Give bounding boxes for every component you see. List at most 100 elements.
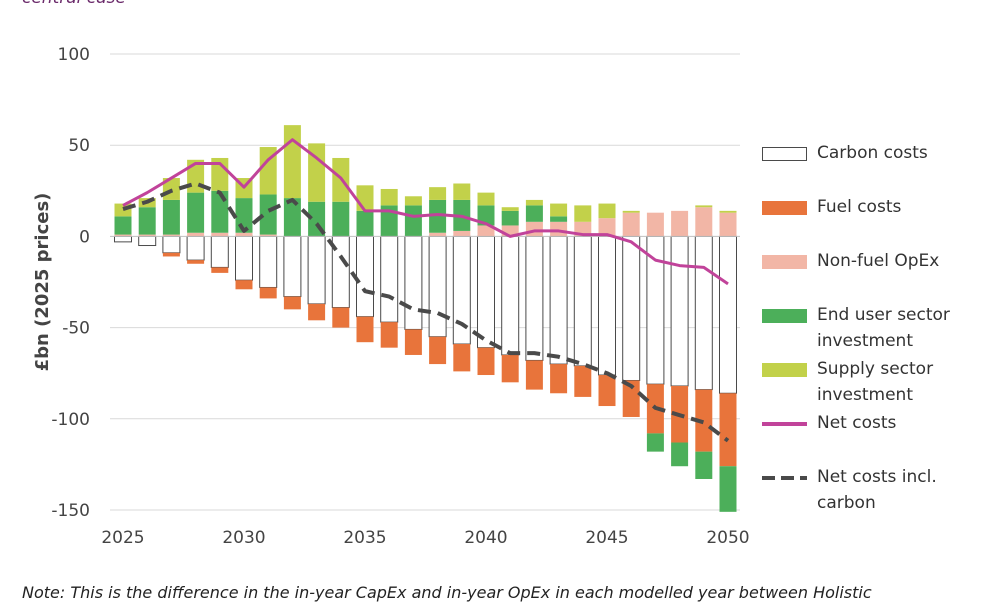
x-tick-label: 2050 — [706, 528, 749, 548]
bar-non-fuel-opex-2045 — [598, 218, 616, 237]
bar-fuel-costs-2029 — [211, 267, 229, 273]
bar-non-fuel-opex-2040 — [477, 225, 495, 237]
legend-label: Non-fuel OpEx — [817, 251, 940, 271]
bar-carbon-costs-2035 — [356, 235, 374, 318]
bar-carbon-costs-2031 — [259, 235, 278, 288]
legend-label: End user sector investment — [817, 305, 950, 351]
bar-non-fuel-opex-2028 — [187, 232, 205, 237]
bars — [110, 125, 740, 512]
gridlines — [110, 53, 740, 511]
y-tick-label: -50 — [62, 319, 90, 339]
legend-swatch-netcarbon — [762, 476, 807, 480]
bar-fuel-costs-2034 — [332, 307, 350, 328]
bar-carbon-costs-2033 — [307, 235, 326, 305]
bar-end-user-sector-investment-2038 — [429, 199, 447, 233]
line-net-costs-incl-carbon — [122, 181, 730, 443]
bar-carbon-costs-2039 — [452, 235, 471, 345]
legend-swatch-nonfuel — [762, 255, 807, 269]
bar-fuel-costs-2038 — [429, 336, 447, 365]
x-tick-label: 2045 — [585, 528, 628, 548]
bar-carbon-costs-2037 — [404, 235, 423, 330]
bar-carbon-costs-2042 — [525, 235, 544, 361]
bar-fuel-costs-2031 — [259, 287, 277, 299]
bar-non-fuel-opex-2029 — [211, 232, 229, 237]
legend-label: Supply sector investment — [817, 359, 934, 405]
legend-item-end-user-investment: End user sector investment — [762, 302, 987, 354]
bar-end-user-sector-investment-2042 — [525, 205, 543, 222]
bar-fuel-costs-2028 — [187, 260, 205, 264]
legend-swatch-supply — [762, 363, 807, 377]
bar-end-user-sector-investment-2031 — [259, 194, 277, 235]
bar-carbon-costs-2032 — [283, 235, 302, 298]
legend-label: Net costs — [817, 413, 897, 433]
bar-carbon-costs-2030 — [235, 235, 253, 281]
bar-supply-sector-investment-2038 — [429, 187, 447, 200]
bar-fuel-costs-2041 — [501, 354, 519, 383]
y-tick-label: -100 — [51, 410, 90, 430]
bar-carbon-costs-2038 — [428, 235, 447, 338]
bar-fuel-costs-2037 — [404, 329, 422, 355]
bar-end-user-sector-investment-2025 — [114, 216, 132, 235]
x-tick-label: 2035 — [343, 528, 386, 548]
legend-swatch-carbon — [762, 147, 807, 161]
bar-non-fuel-opex-2050 — [719, 212, 737, 237]
bar-carbon-costs-2045 — [598, 235, 616, 376]
bar-non-fuel-opex-2042 — [525, 221, 543, 237]
bar-supply-sector-investment-2033 — [308, 143, 326, 202]
legend-swatch-fuel — [762, 201, 807, 215]
bar-fuel-costs-2050 — [719, 393, 737, 467]
bar-supply-sector-investment-2032 — [283, 125, 301, 199]
bar-non-fuel-opex-2046 — [622, 212, 640, 237]
bar-non-fuel-opex-2043 — [550, 221, 568, 237]
bar-non-fuel-opex-2048 — [671, 210, 689, 237]
bar-non-fuel-opex-2039 — [453, 230, 471, 237]
bar-carbon-costs-2028 — [186, 235, 205, 261]
bar-supply-sector-investment-2031 — [259, 147, 277, 195]
x-tick-label: 2040 — [464, 528, 507, 548]
bar-carbon-costs-2029 — [210, 235, 229, 268]
y-tick-label: 50 — [68, 136, 90, 156]
bar-carbon-costs-2046 — [622, 235, 641, 381]
bar-end-user-sector-investment-2026 — [138, 207, 156, 235]
bar-end-user-sector-investment-2029 — [211, 190, 229, 233]
bar-non-fuel-opex-2038 — [429, 232, 447, 237]
bar-end-user-sector-investment-2050 — [719, 466, 737, 512]
bar-end-user-sector-investment-2028 — [187, 192, 205, 233]
bar-fuel-costs-2032 — [283, 296, 301, 310]
bar-end-user-sector-investment-2047 — [646, 433, 664, 452]
bar-carbon-costs-2026 — [138, 235, 157, 247]
bar-fuel-costs-2040 — [477, 347, 495, 376]
bar-non-fuel-opex-2047 — [646, 212, 664, 237]
legend-label: Fuel costs — [817, 197, 902, 217]
bar-supply-sector-investment-2045 — [598, 203, 616, 219]
bar-non-fuel-opex-2049 — [695, 207, 713, 237]
bar-fuel-costs-2044 — [574, 365, 592, 397]
bar-end-user-sector-investment-2049 — [695, 451, 713, 479]
bar-end-user-sector-investment-2041 — [501, 210, 519, 226]
y-axis-label: £bn (2025 prices) — [32, 193, 53, 372]
y-tick-labels: 100 50 0 -50 -100 -150 — [51, 45, 90, 521]
x-tick-label: 2030 — [222, 528, 265, 548]
bar-fuel-costs-2036 — [380, 322, 398, 348]
y-tick-label: 0 — [79, 227, 90, 247]
bar-non-fuel-opex-2041 — [501, 225, 519, 237]
bar-carbon-costs-2050 — [719, 235, 737, 394]
series-lines — [122, 138, 730, 443]
bar-end-user-sector-investment-2037 — [404, 205, 422, 237]
bar-supply-sector-investment-2042 — [525, 199, 543, 206]
bar-fuel-costs-2035 — [356, 316, 374, 343]
bar-supply-sector-investment-2036 — [380, 188, 398, 206]
legend-label: Net costs incl. carbon — [817, 467, 937, 513]
bar-non-fuel-opex-2031 — [259, 234, 277, 237]
bar-fuel-costs-2043 — [550, 364, 568, 394]
bar-supply-sector-investment-2040 — [477, 192, 495, 206]
bar-supply-sector-investment-2043 — [550, 203, 568, 217]
bar-fuel-costs-2033 — [308, 303, 326, 321]
legend-item-non-fuel-opex: Non-fuel OpEx — [762, 248, 987, 274]
bar-end-user-sector-investment-2034 — [332, 201, 350, 237]
legend-swatch-enduser — [762, 309, 807, 323]
legend-label: Carbon costs — [817, 143, 928, 163]
bar-fuel-costs-2045 — [598, 375, 616, 407]
bar-fuel-costs-2039 — [453, 344, 471, 372]
